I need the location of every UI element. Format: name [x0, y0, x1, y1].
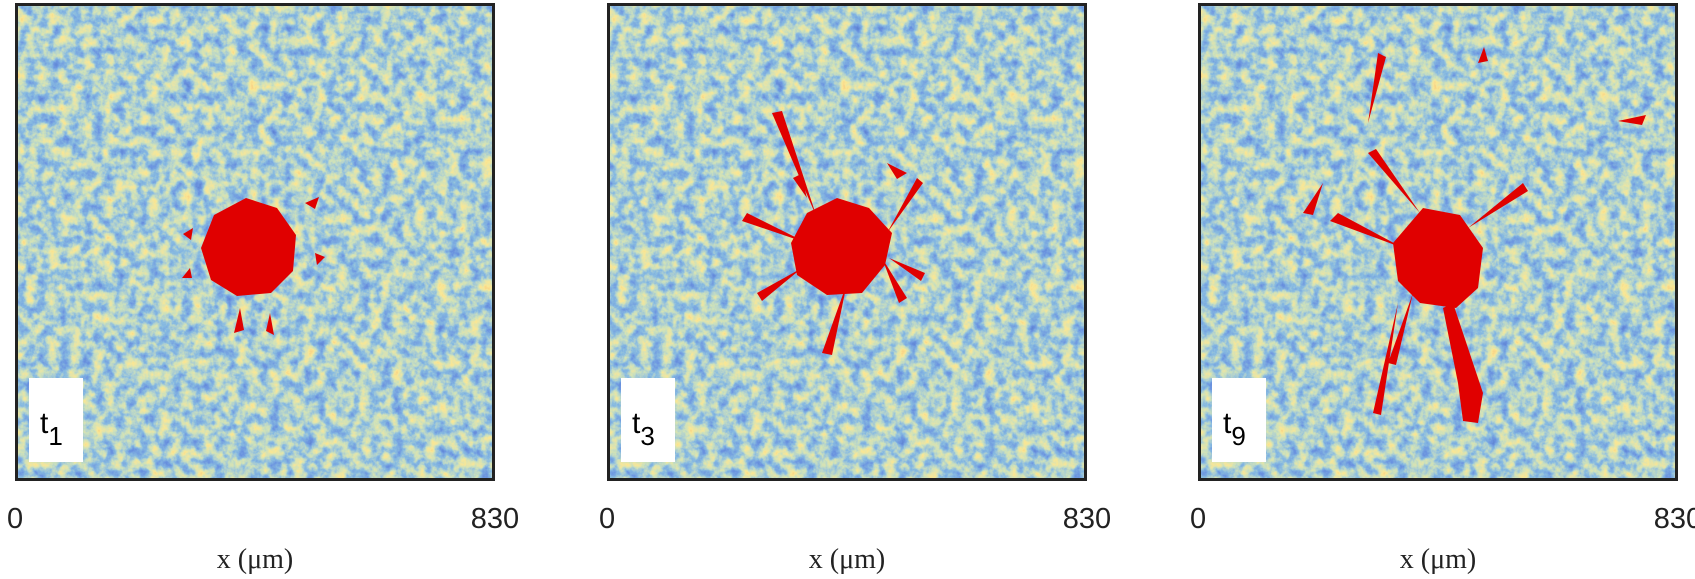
- x-tick-label: 830: [471, 503, 519, 535]
- time-index: 9: [1231, 421, 1245, 451]
- x-tick-label: 0: [7, 503, 23, 535]
- cell-region: [1303, 47, 1646, 423]
- panel: t1 0 830 x (μm): [7, 3, 519, 575]
- panel-frame: [15, 3, 495, 481]
- time-label: t9: [1223, 407, 1246, 451]
- label-box: [1212, 378, 1266, 462]
- time-index: 3: [640, 421, 654, 451]
- time-letter: t: [40, 407, 49, 440]
- x-tick-label: 830: [1063, 503, 1111, 535]
- time-index: 1: [48, 421, 62, 451]
- panel: t9 0 830 x (μm): [1190, 3, 1695, 575]
- time-letter: t: [632, 407, 641, 440]
- panel-frame: [607, 3, 1087, 481]
- cell-region: [742, 111, 925, 355]
- x-axis-label: x (μm): [809, 544, 885, 575]
- label-box: [29, 378, 83, 462]
- x-tick-label: 830: [1654, 503, 1695, 535]
- cell-region: [201, 198, 296, 296]
- panel: t3 0 830 x (μm): [599, 3, 1111, 575]
- cell-region: [1393, 208, 1483, 308]
- panel-frame: [1198, 3, 1678, 481]
- x-axis-label: x (μm): [1400, 544, 1476, 575]
- x-tick-label: 0: [1190, 503, 1206, 535]
- cell-region: [791, 198, 892, 295]
- time-letter: t: [1223, 407, 1232, 440]
- label-box: [621, 378, 675, 462]
- x-axis-label: x (μm): [217, 544, 293, 575]
- time-label: t1: [40, 407, 63, 451]
- x-tick-label: 0: [599, 503, 615, 535]
- time-label: t3: [632, 407, 655, 451]
